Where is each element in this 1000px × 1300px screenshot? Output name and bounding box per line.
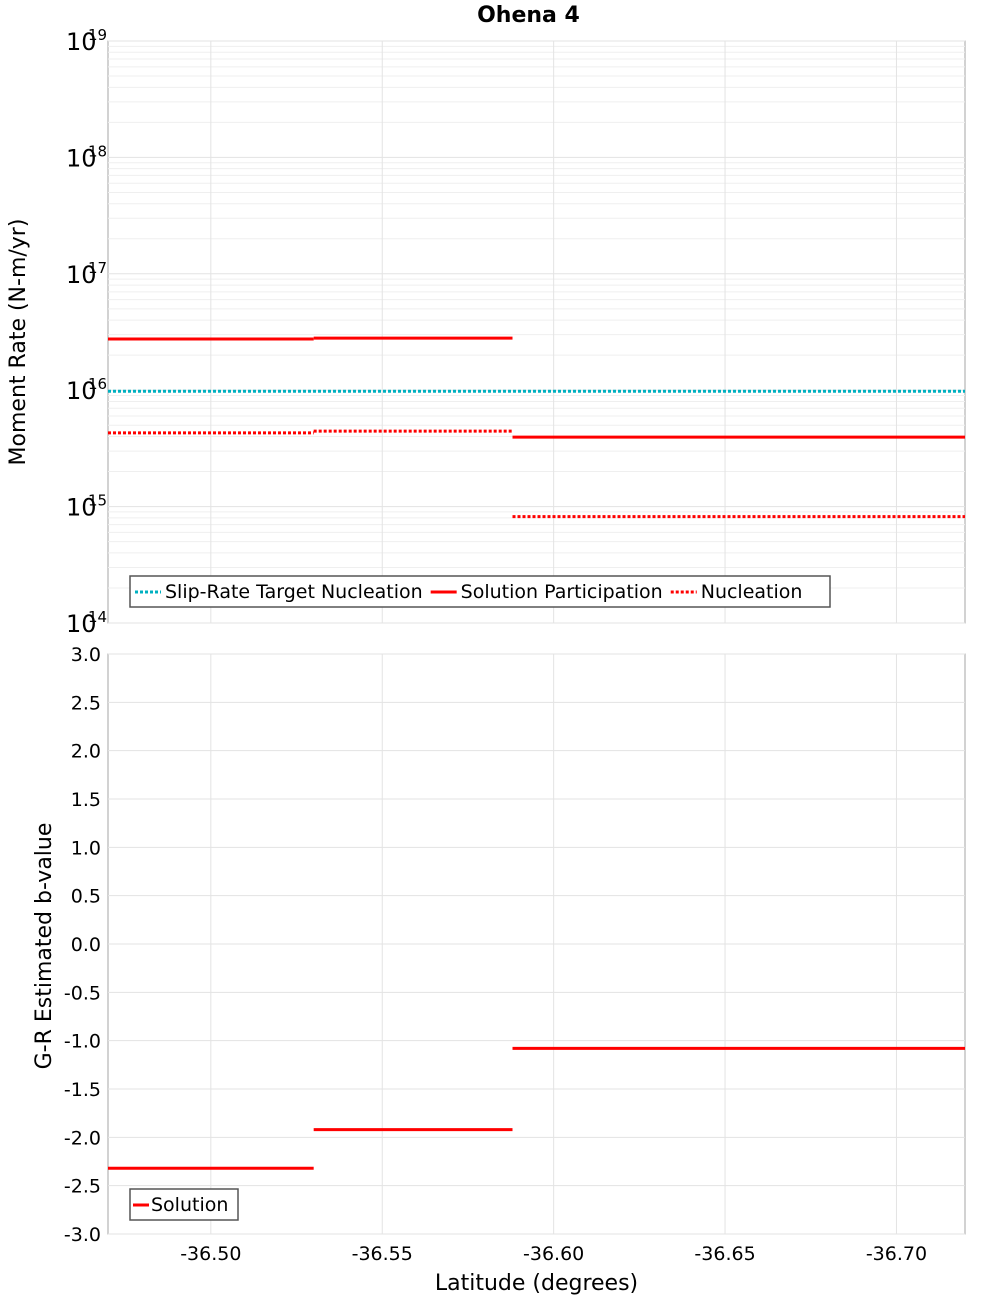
moment-rate-series (108, 336, 965, 519)
x-tick-label: -36.60 (523, 1243, 584, 1265)
moment-rate-y-axis-title: Moment Rate (N-m/yr) (6, 219, 31, 466)
y-tick-label: 0.0 (71, 934, 101, 956)
y-tick-label: 10 (66, 494, 97, 522)
b-value-y-ticks: -3.0 -2.5 -2.0 -1.5 -1.0 -0.5 0.0 0.5 1.0 1.5 2.0 2… (64, 644, 101, 1246)
moment-rate-legend: Slip-Rate Target Nucleation Solution Part… (129, 575, 831, 608)
b-value-grid (108, 653, 965, 1235)
b-value-y-axis-title: G-R Estimated b-value (32, 823, 57, 1070)
y-tick-label: -1.5 (64, 1079, 101, 1101)
y-tick-label: -0.5 (64, 982, 101, 1004)
y-tick-exponent: 18 (88, 142, 107, 160)
moment-rate-plot-area (107, 40, 966, 624)
y-tick-label: 10 (66, 377, 97, 405)
y-tick-label: 3.0 (71, 644, 101, 666)
y-tick-label: 2.5 (71, 692, 101, 714)
y-tick-label: -1.0 (64, 1031, 101, 1053)
legend-label: Nucleation (701, 581, 803, 603)
y-tick-label: -2.5 (64, 1176, 101, 1198)
latitude-x-axis-title: Latitude (degrees) (435, 1271, 638, 1296)
y-tick-label: 2.0 (71, 741, 101, 763)
y-tick-label: 10 (66, 144, 97, 172)
moment-rate-grid (108, 40, 965, 624)
x-tick-label: -36.70 (866, 1243, 927, 1265)
x-tick-label: -36.50 (180, 1243, 241, 1265)
y-tick-exponent: 14 (88, 608, 107, 626)
y-tick-exponent: 15 (88, 492, 107, 510)
y-tick-label: -2.0 (64, 1127, 101, 1149)
y-tick-label: 10 (66, 610, 97, 638)
legend-label: Solution (151, 1194, 228, 1216)
y-tick-label: 0.5 (71, 886, 101, 908)
y-tick-label: 10 (66, 28, 97, 56)
y-tick-label: 10 (66, 261, 97, 289)
b-value-panel: -3.0 -2.5 -2.0 -1.5 -1.0 -0.5 0.0 0.5 1.0 1.5 2.0 2… (32, 644, 966, 1296)
legend-frame (129, 575, 831, 608)
legend-label: Solution Participation (461, 581, 663, 603)
b-value-series (108, 1046, 965, 1170)
legend-label: Slip-Rate Target Nucleation (165, 581, 423, 603)
y-tick-exponent: 19 (88, 26, 107, 44)
b-value-legend: Solution (129, 1188, 239, 1221)
y-tick-exponent: 17 (88, 259, 107, 277)
y-tick-exponent: 16 (88, 375, 107, 393)
y-tick-label: 1.5 (71, 789, 101, 811)
x-tick-label: -36.55 (352, 1243, 413, 1265)
latitude-x-ticks: -36.50 -36.55 -36.60 -36.65 -36.70 (180, 1243, 927, 1265)
x-tick-label: -36.65 (694, 1243, 755, 1265)
y-tick-label: -3.0 (64, 1224, 101, 1246)
y-tick-label: 1.0 (71, 837, 101, 859)
chart-title: Ohena 4 (477, 3, 580, 28)
